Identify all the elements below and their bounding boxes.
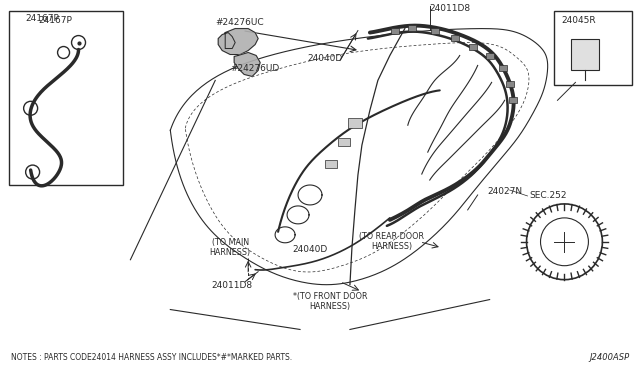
Text: 24011D8: 24011D8	[430, 4, 471, 13]
Bar	[506, 81, 513, 87]
Bar	[338, 138, 350, 146]
Text: 24167P: 24167P	[38, 16, 72, 25]
Text: #24276UC: #24276UC	[215, 18, 264, 27]
Text: (TO REAR DOOR
HARNESS): (TO REAR DOOR HARNESS)	[359, 232, 424, 251]
Bar	[391, 28, 399, 33]
Bar	[325, 160, 337, 168]
Text: *(TO FRONT DOOR
HARNESS): *(TO FRONT DOOR HARNESS)	[292, 292, 367, 311]
Text: #24276UD: #24276UD	[230, 64, 280, 73]
Bar	[451, 35, 459, 41]
Bar	[499, 65, 507, 71]
Polygon shape	[234, 52, 260, 76]
Text: J2400ASP: J2400ASP	[589, 353, 629, 362]
Bar	[408, 25, 416, 31]
Bar	[348, 118, 362, 128]
Text: 24167P: 24167P	[26, 14, 60, 23]
Text: NOTES : PARTS CODE24014 HARNESS ASSY INCLUDES*#*MARKED PARTS.: NOTES : PARTS CODE24014 HARNESS ASSY INC…	[11, 353, 292, 362]
Bar	[9, 11, 124, 185]
Text: SEC.252: SEC.252	[529, 192, 567, 201]
Bar	[509, 97, 516, 103]
Text: (TO MAIN
HARNESS): (TO MAIN HARNESS)	[210, 238, 251, 257]
Text: 24011D8: 24011D8	[212, 281, 253, 290]
Text: 24027N: 24027N	[488, 187, 523, 196]
Bar	[431, 28, 439, 33]
Text: 24045R: 24045R	[561, 16, 596, 25]
Bar	[468, 44, 477, 49]
Text: 24040D: 24040D	[307, 54, 342, 63]
Text: 24040D: 24040D	[292, 245, 328, 254]
Polygon shape	[218, 29, 258, 54]
Bar	[486, 54, 493, 60]
Bar	[572, 39, 600, 70]
Bar	[554, 11, 632, 86]
